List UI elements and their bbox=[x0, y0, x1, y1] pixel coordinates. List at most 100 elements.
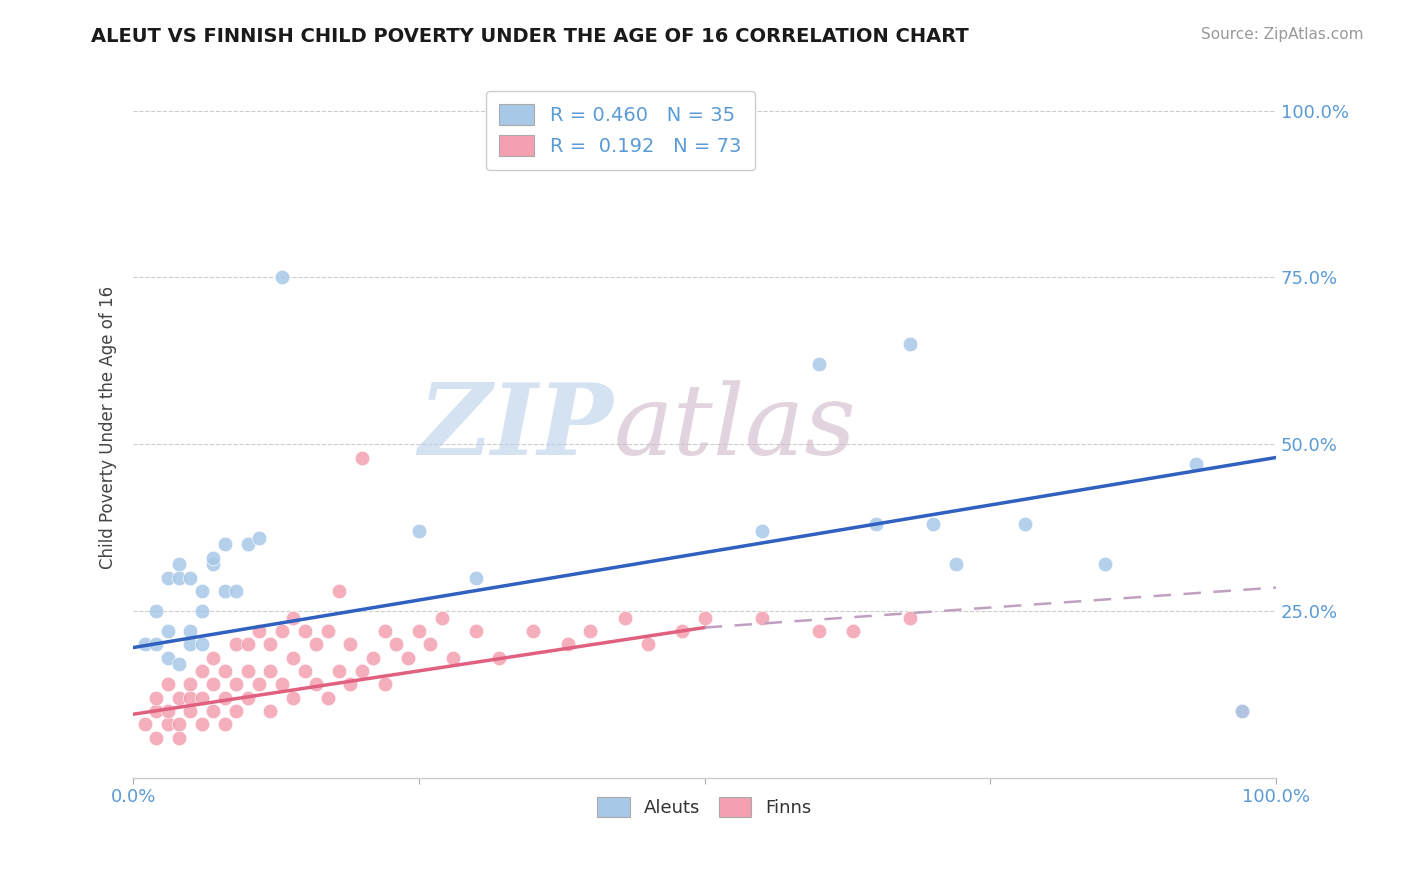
Point bbox=[465, 570, 488, 584]
Point bbox=[350, 664, 373, 678]
Point bbox=[328, 583, 350, 598]
Point bbox=[167, 717, 190, 731]
Point bbox=[145, 690, 167, 705]
Point bbox=[145, 704, 167, 718]
Point bbox=[214, 583, 236, 598]
Point bbox=[202, 558, 225, 572]
Point bbox=[396, 650, 419, 665]
Point bbox=[865, 517, 887, 532]
Point bbox=[898, 337, 921, 351]
Point bbox=[1230, 704, 1253, 718]
Point bbox=[270, 677, 292, 691]
Point bbox=[1185, 457, 1208, 471]
Point bbox=[637, 637, 659, 651]
Point bbox=[236, 637, 259, 651]
Point bbox=[1014, 517, 1036, 532]
Point bbox=[305, 677, 328, 691]
Point bbox=[898, 610, 921, 624]
Point bbox=[613, 610, 636, 624]
Point bbox=[557, 637, 579, 651]
Point bbox=[305, 637, 328, 651]
Point bbox=[328, 664, 350, 678]
Point bbox=[807, 624, 830, 638]
Point bbox=[751, 610, 773, 624]
Point bbox=[247, 531, 270, 545]
Point bbox=[385, 637, 408, 651]
Point bbox=[751, 524, 773, 538]
Text: ZIP: ZIP bbox=[418, 379, 613, 475]
Point bbox=[408, 524, 430, 538]
Point bbox=[225, 637, 247, 651]
Point bbox=[316, 690, 339, 705]
Point bbox=[179, 637, 201, 651]
Point bbox=[465, 624, 488, 638]
Point bbox=[225, 583, 247, 598]
Point bbox=[236, 690, 259, 705]
Point bbox=[191, 637, 214, 651]
Point bbox=[922, 517, 945, 532]
Point bbox=[945, 558, 967, 572]
Point bbox=[488, 650, 510, 665]
Point bbox=[283, 690, 305, 705]
Point bbox=[374, 624, 396, 638]
Point bbox=[179, 624, 201, 638]
Point bbox=[179, 570, 201, 584]
Point bbox=[270, 624, 292, 638]
Point bbox=[225, 704, 247, 718]
Point bbox=[419, 637, 441, 651]
Point bbox=[339, 677, 361, 691]
Point bbox=[283, 650, 305, 665]
Point bbox=[214, 537, 236, 551]
Point bbox=[191, 690, 214, 705]
Point bbox=[156, 650, 179, 665]
Point bbox=[247, 624, 270, 638]
Point bbox=[807, 357, 830, 371]
Point bbox=[202, 550, 225, 565]
Point bbox=[259, 637, 281, 651]
Point bbox=[202, 650, 225, 665]
Point bbox=[191, 583, 214, 598]
Point bbox=[191, 604, 214, 618]
Point bbox=[145, 731, 167, 745]
Point bbox=[671, 624, 693, 638]
Point bbox=[202, 704, 225, 718]
Point bbox=[179, 704, 201, 718]
Legend: Aleuts, Finns: Aleuts, Finns bbox=[591, 790, 820, 824]
Point bbox=[191, 664, 214, 678]
Point bbox=[350, 450, 373, 465]
Point bbox=[167, 558, 190, 572]
Point bbox=[134, 717, 156, 731]
Text: atlas: atlas bbox=[613, 380, 856, 475]
Point bbox=[283, 610, 305, 624]
Point bbox=[294, 664, 316, 678]
Point bbox=[236, 537, 259, 551]
Point bbox=[294, 624, 316, 638]
Point bbox=[214, 664, 236, 678]
Point bbox=[579, 624, 602, 638]
Point bbox=[259, 664, 281, 678]
Point bbox=[247, 677, 270, 691]
Point bbox=[1094, 558, 1116, 572]
Point bbox=[1230, 704, 1253, 718]
Point bbox=[842, 624, 865, 638]
Point bbox=[179, 677, 201, 691]
Point bbox=[693, 610, 716, 624]
Point bbox=[522, 624, 544, 638]
Point bbox=[156, 624, 179, 638]
Point bbox=[430, 610, 453, 624]
Point bbox=[225, 677, 247, 691]
Point bbox=[270, 270, 292, 285]
Point bbox=[214, 690, 236, 705]
Point bbox=[316, 624, 339, 638]
Point bbox=[156, 570, 179, 584]
Point bbox=[259, 704, 281, 718]
Point bbox=[339, 637, 361, 651]
Point bbox=[374, 677, 396, 691]
Text: ALEUT VS FINNISH CHILD POVERTY UNDER THE AGE OF 16 CORRELATION CHART: ALEUT VS FINNISH CHILD POVERTY UNDER THE… bbox=[91, 27, 969, 45]
Point bbox=[167, 570, 190, 584]
Point bbox=[179, 690, 201, 705]
Point bbox=[408, 624, 430, 638]
Point bbox=[145, 604, 167, 618]
Point bbox=[191, 717, 214, 731]
Point bbox=[156, 677, 179, 691]
